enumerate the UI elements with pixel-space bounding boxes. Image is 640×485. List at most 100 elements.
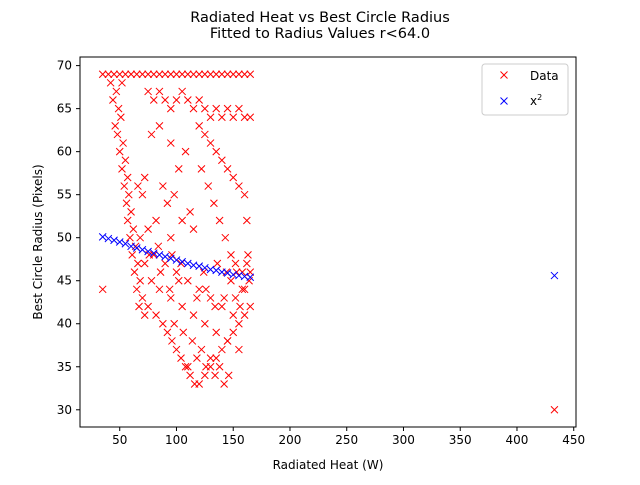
y-tick-label: 40 bbox=[57, 317, 72, 331]
data-point bbox=[172, 70, 181, 79]
data-point bbox=[183, 96, 192, 104]
data-point bbox=[221, 233, 230, 242]
chart-subtitle: Fitted to Radius Values r<64.0 bbox=[210, 26, 430, 42]
data-point bbox=[235, 104, 243, 113]
data-point bbox=[178, 70, 187, 79]
data-point bbox=[215, 362, 224, 371]
y-tick-label: 35 bbox=[57, 360, 72, 374]
data-point bbox=[156, 268, 165, 276]
data-point bbox=[98, 70, 107, 79]
x-tick-label: 100 bbox=[165, 433, 188, 447]
fit-point bbox=[138, 245, 147, 254]
data-point bbox=[240, 311, 249, 319]
data-point bbox=[246, 70, 255, 79]
data-point bbox=[161, 70, 169, 79]
data-point bbox=[138, 294, 147, 302]
data-point bbox=[170, 319, 179, 328]
data-point bbox=[113, 130, 122, 139]
data-point bbox=[212, 354, 221, 363]
data-point bbox=[206, 354, 215, 363]
data-point bbox=[174, 276, 183, 285]
data-point bbox=[193, 354, 201, 363]
x-tick-label: 350 bbox=[449, 433, 472, 447]
x-tick-label: 300 bbox=[392, 433, 415, 447]
data-point bbox=[242, 216, 251, 225]
data-point bbox=[202, 362, 210, 371]
y-tick-label: 50 bbox=[57, 231, 72, 245]
data-point bbox=[118, 165, 126, 173]
data-point bbox=[220, 380, 229, 388]
legend-marker-data bbox=[500, 71, 508, 79]
data-point bbox=[195, 121, 204, 130]
data-point bbox=[98, 285, 107, 294]
data-point bbox=[121, 156, 130, 165]
data-point bbox=[144, 87, 152, 96]
fit-point bbox=[144, 247, 152, 256]
data-point bbox=[112, 87, 121, 96]
fit-point bbox=[183, 259, 192, 268]
data-point bbox=[200, 319, 209, 328]
x-tick-label: 250 bbox=[335, 433, 358, 447]
data-point bbox=[227, 251, 235, 259]
data-point bbox=[128, 251, 137, 259]
data-point bbox=[244, 251, 252, 259]
data-point bbox=[134, 259, 142, 268]
data-point bbox=[166, 70, 175, 79]
y-tick-label: 60 bbox=[57, 145, 72, 159]
data-point bbox=[189, 311, 198, 319]
data-point bbox=[204, 182, 213, 190]
fit-point bbox=[161, 252, 169, 261]
legend-label-data: Data bbox=[530, 69, 559, 83]
fit-point bbox=[132, 244, 141, 252]
data-point bbox=[115, 147, 124, 156]
data-point bbox=[117, 113, 125, 122]
fit-point bbox=[166, 254, 175, 263]
data-point bbox=[127, 70, 135, 79]
fit-point bbox=[195, 262, 204, 270]
data-point bbox=[138, 70, 147, 79]
data-point bbox=[132, 70, 141, 79]
data-point bbox=[114, 104, 123, 113]
data-point bbox=[235, 345, 243, 354]
legend-box bbox=[481, 63, 569, 116]
data-point bbox=[134, 182, 142, 190]
data-point bbox=[172, 268, 181, 276]
data-point bbox=[135, 302, 143, 311]
data-point bbox=[136, 276, 145, 285]
data-point bbox=[163, 199, 172, 208]
y-tick-label: 55 bbox=[57, 188, 72, 202]
data-point bbox=[211, 302, 219, 311]
data-point bbox=[172, 345, 181, 354]
data-point bbox=[152, 311, 160, 319]
data-point bbox=[229, 113, 238, 122]
data-point bbox=[238, 285, 247, 294]
data-point bbox=[152, 216, 160, 225]
data-point bbox=[170, 190, 179, 199]
data-point bbox=[186, 208, 194, 216]
fit-point bbox=[121, 239, 130, 248]
data-point bbox=[231, 294, 240, 302]
data-point bbox=[120, 182, 129, 190]
data-point bbox=[140, 311, 149, 319]
data-point bbox=[183, 362, 192, 371]
fit-point bbox=[110, 236, 118, 245]
data-point bbox=[138, 190, 147, 199]
data-point bbox=[154, 242, 163, 251]
data-point bbox=[188, 337, 197, 345]
x-tick-label: 50 bbox=[112, 433, 127, 447]
x-tick-label: 400 bbox=[506, 433, 529, 447]
data-point bbox=[119, 139, 127, 147]
x-tick-label: 450 bbox=[562, 433, 585, 447]
data-point bbox=[236, 302, 244, 311]
data-point bbox=[232, 268, 241, 276]
data-point bbox=[195, 285, 204, 294]
legend-marker-data-x bbox=[500, 71, 508, 79]
data-point bbox=[123, 216, 132, 225]
data-point bbox=[166, 294, 175, 302]
data-point bbox=[189, 225, 198, 233]
data-point bbox=[231, 259, 240, 268]
data-point bbox=[229, 173, 238, 182]
data-point bbox=[155, 70, 164, 79]
fit-point bbox=[223, 269, 232, 277]
data-point bbox=[218, 302, 226, 311]
